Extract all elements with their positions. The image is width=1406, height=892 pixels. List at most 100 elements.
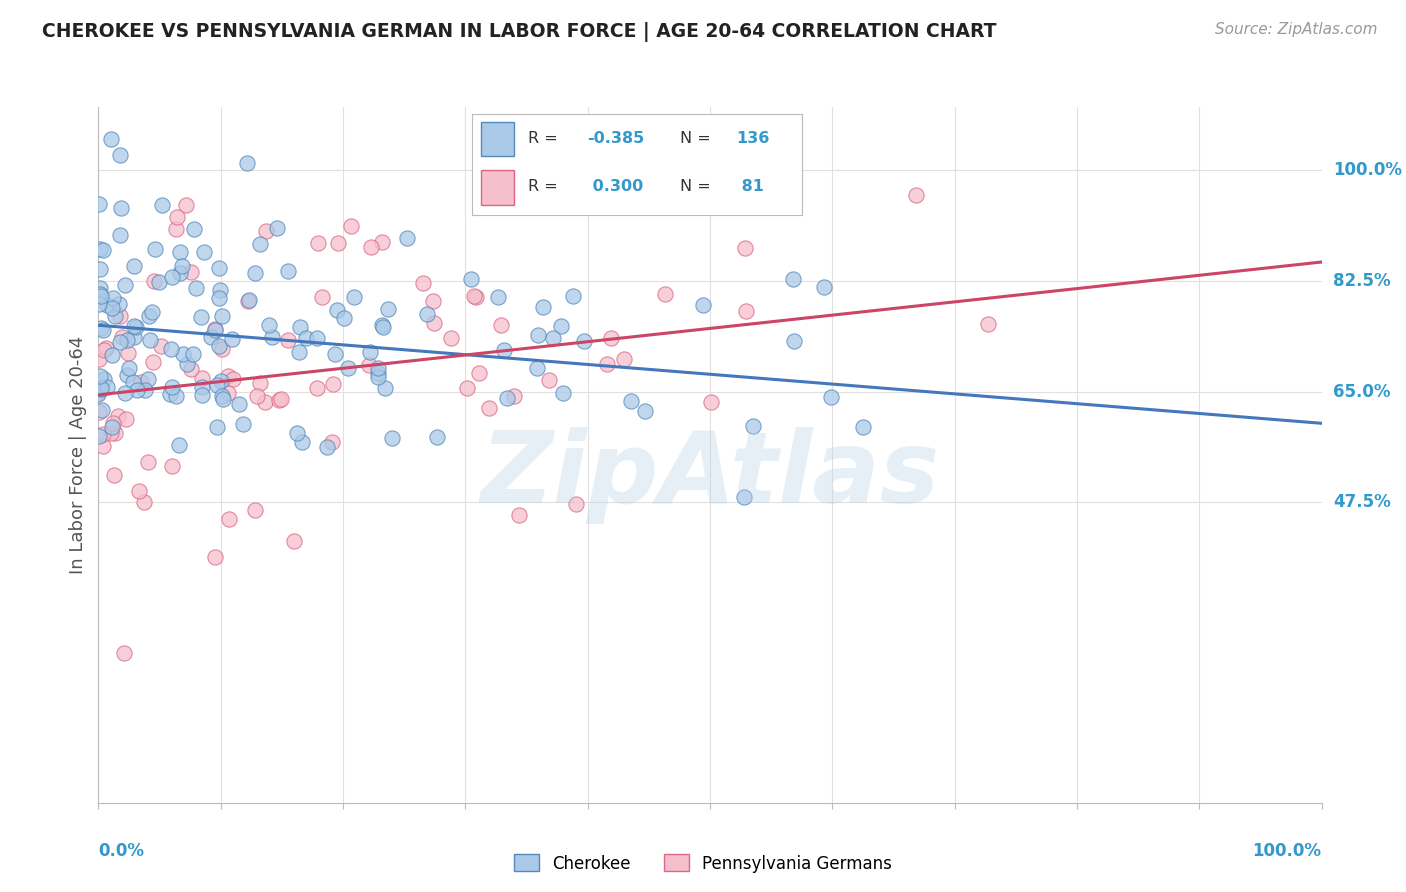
Point (321, 435, 343, 450)
Point (204, 550, 226, 565)
Point (142, 274, 165, 288)
Point (160, 459, 183, 474)
Point (193, 245, 215, 260)
Point (122, 318, 145, 333)
Point (112, 646, 135, 660)
Point (218, 511, 240, 525)
Point (371, 319, 394, 334)
Point (326, 303, 349, 318)
Point (733, 490, 755, 504)
Point (108, 297, 131, 311)
Point (619, 394, 641, 409)
Point (307, 235, 329, 250)
Point (267, 393, 290, 408)
Point (122, 329, 145, 343)
Point (125, 319, 148, 334)
Point (211, 389, 233, 403)
Point (204, 322, 226, 336)
Point (813, 280, 835, 294)
Point (93, 426, 115, 441)
Point (181, 346, 204, 360)
Point (654, 287, 676, 301)
Point (395, 231, 418, 245)
Text: 47.5%: 47.5% (1333, 493, 1391, 511)
Point (333, 310, 356, 325)
Point (89, 197, 111, 211)
Point (440, 331, 463, 345)
Point (634, 404, 657, 418)
Point (139, 333, 162, 347)
Point (169, 245, 191, 260)
Point (422, 293, 444, 308)
Point (426, 430, 449, 444)
Point (180, 265, 202, 279)
Point (270, 392, 292, 407)
Point (463, 289, 485, 303)
Point (257, 318, 280, 332)
Point (295, 331, 318, 345)
Point (905, 188, 928, 202)
Point (561, 289, 583, 303)
Point (91, 243, 114, 257)
Point (103, 468, 125, 483)
Point (205, 378, 228, 392)
Point (108, 147, 131, 161)
Point (191, 380, 214, 394)
Point (211, 310, 233, 324)
Point (211, 392, 233, 406)
Point (486, 289, 509, 303)
Point (553, 385, 575, 400)
Point (527, 328, 550, 343)
Point (150, 339, 173, 353)
Point (90, 321, 112, 335)
Point (91, 402, 114, 417)
Text: 82.5%: 82.5% (1333, 272, 1391, 290)
Point (209, 374, 232, 388)
Point (232, 417, 254, 431)
Point (360, 240, 382, 254)
Point (339, 219, 361, 234)
Point (94, 341, 117, 355)
Point (174, 197, 197, 211)
Point (260, 330, 283, 344)
Point (165, 389, 187, 403)
Point (249, 237, 271, 252)
Point (89, 351, 111, 366)
Point (89, 369, 111, 384)
Point (136, 455, 159, 469)
Point (456, 381, 478, 395)
Point (87, 386, 110, 401)
Point (162, 270, 184, 285)
Point (91, 323, 114, 337)
Point (89, 297, 111, 311)
Point (166, 211, 188, 225)
Point (108, 227, 131, 242)
Legend: Cherokee, Pennsylvania Germans: Cherokee, Pennsylvania Germans (508, 847, 898, 880)
Point (172, 347, 194, 361)
Point (184, 281, 207, 295)
Point (526, 361, 548, 376)
Point (343, 290, 366, 304)
Point (122, 375, 145, 389)
Text: 100.0%: 100.0% (1253, 842, 1322, 860)
Point (208, 339, 231, 353)
Point (200, 330, 222, 344)
Point (100, 425, 122, 440)
Point (238, 293, 260, 307)
Point (494, 343, 516, 357)
Point (337, 361, 360, 376)
Point (217, 369, 239, 384)
Point (104, 426, 127, 441)
Point (108, 335, 131, 350)
Point (165, 222, 187, 236)
Point (478, 401, 501, 415)
Point (412, 276, 434, 290)
Point (315, 441, 337, 455)
Point (502, 389, 524, 403)
Point (208, 291, 231, 305)
Point (491, 318, 513, 333)
Point (377, 301, 399, 316)
Point (103, 291, 125, 305)
Point (367, 366, 389, 380)
Point (93, 343, 115, 358)
